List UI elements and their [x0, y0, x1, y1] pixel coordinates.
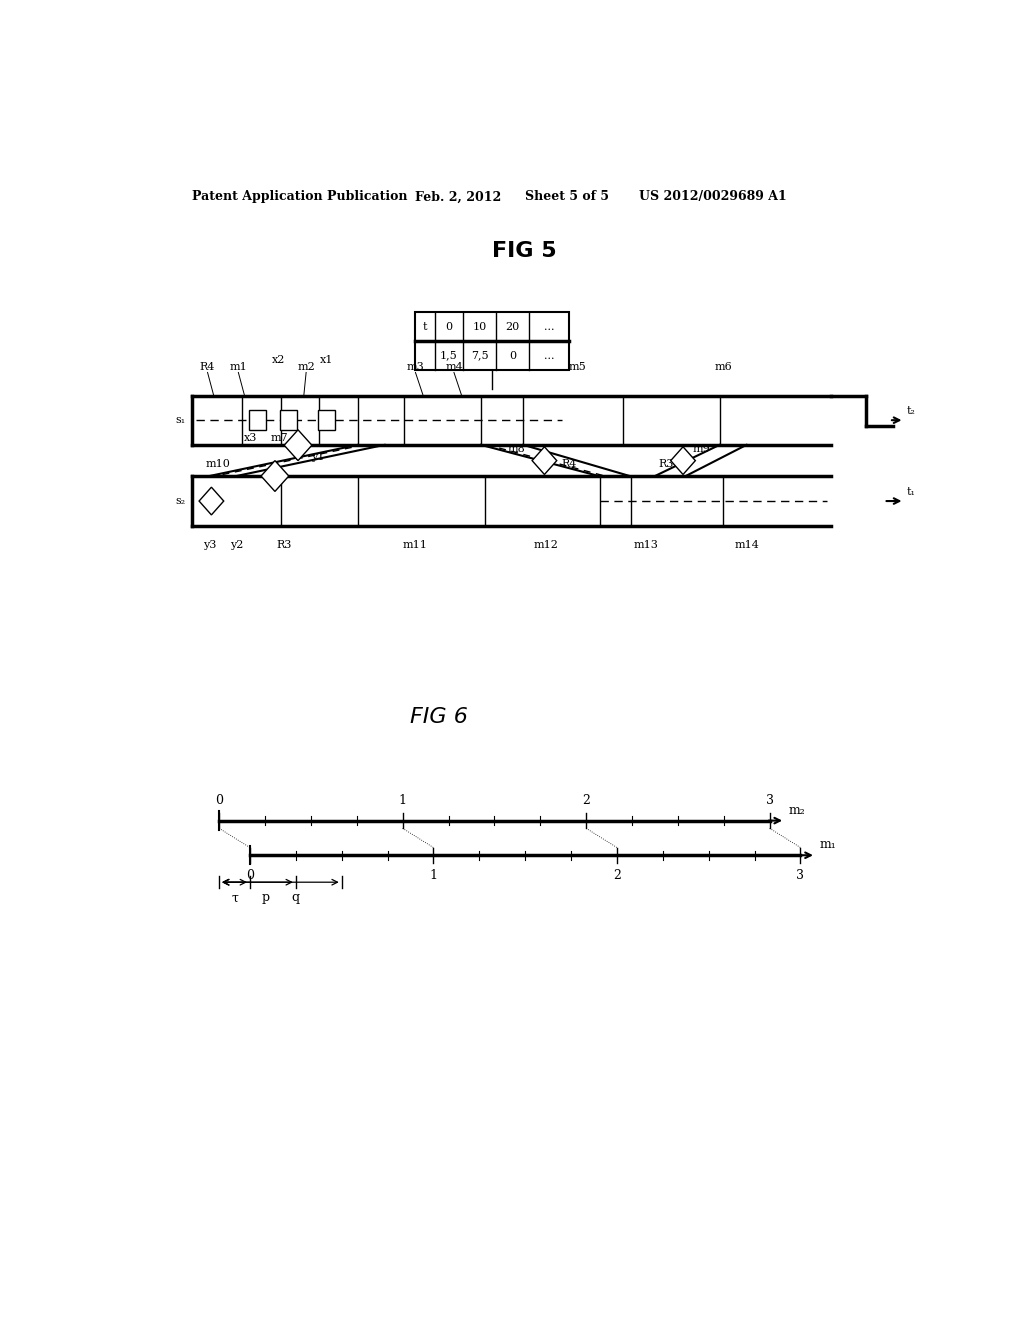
Text: m7: m7 [270, 433, 289, 442]
Text: m11: m11 [403, 540, 428, 549]
Text: m1: m1 [229, 363, 247, 372]
Text: m3: m3 [407, 363, 424, 372]
Text: m₂: m₂ [788, 804, 806, 817]
Text: τ: τ [231, 891, 238, 904]
Text: 10: 10 [473, 322, 486, 331]
Text: FIG 5: FIG 5 [493, 240, 557, 261]
Text: 0: 0 [246, 869, 254, 882]
Text: 1: 1 [398, 793, 407, 807]
Text: t₂: t₂ [906, 407, 915, 416]
Text: 7,5: 7,5 [471, 351, 488, 360]
Text: s₂: s₂ [176, 496, 186, 506]
Text: m10: m10 [206, 459, 230, 470]
Text: 2: 2 [583, 793, 590, 807]
Text: FIG 6: FIG 6 [410, 706, 468, 726]
Text: s₁: s₁ [176, 416, 186, 425]
Text: 0: 0 [445, 322, 453, 331]
Text: m12: m12 [534, 540, 559, 549]
Text: m5: m5 [568, 363, 586, 372]
Text: m4: m4 [445, 363, 463, 372]
Text: m2: m2 [297, 363, 315, 372]
Text: 1: 1 [429, 869, 437, 882]
Text: x2: x2 [271, 355, 285, 364]
Text: m6: m6 [715, 363, 732, 372]
Text: 1,5: 1,5 [440, 351, 458, 360]
Polygon shape [671, 446, 695, 474]
Text: q: q [292, 891, 300, 904]
Polygon shape [199, 487, 223, 515]
Text: ...: ... [544, 351, 555, 360]
Text: 20: 20 [506, 322, 520, 331]
Text: m13: m13 [634, 540, 658, 549]
Text: US 2012/0029689 A1: US 2012/0029689 A1 [639, 190, 786, 203]
Text: 0: 0 [215, 793, 223, 807]
Text: t₁: t₁ [906, 487, 915, 498]
Polygon shape [261, 461, 289, 491]
Text: y1: y1 [311, 451, 325, 462]
Text: p: p [261, 891, 269, 904]
Text: y2: y2 [230, 540, 244, 549]
Bar [280, 411, 297, 430]
Text: ...: ... [544, 322, 555, 331]
Text: R3: R3 [658, 459, 674, 470]
Text: Patent Application Publication: Patent Application Publication [193, 190, 408, 203]
Text: Sheet 5 of 5: Sheet 5 of 5 [524, 190, 609, 203]
Text: x3: x3 [245, 433, 258, 442]
Text: x1: x1 [321, 355, 334, 364]
Text: t: t [423, 322, 427, 331]
Text: R4: R4 [562, 459, 578, 470]
Text: 3: 3 [766, 793, 774, 807]
Text: 2: 2 [613, 869, 621, 882]
Text: m14: m14 [734, 540, 759, 549]
Text: y3: y3 [203, 540, 216, 549]
Bar [249, 411, 266, 430]
Text: 0: 0 [509, 351, 516, 360]
Text: R4: R4 [200, 363, 215, 372]
Polygon shape [532, 446, 557, 474]
Text: Feb. 2, 2012: Feb. 2, 2012 [416, 190, 502, 203]
Text: m8: m8 [508, 444, 525, 454]
Text: 3: 3 [797, 869, 805, 882]
Polygon shape [285, 430, 312, 461]
Text: m9: m9 [692, 444, 711, 454]
Bar [318, 411, 336, 430]
Bar [416, 313, 569, 370]
Text: R3: R3 [276, 540, 292, 549]
Text: m₁: m₁ [819, 838, 837, 851]
